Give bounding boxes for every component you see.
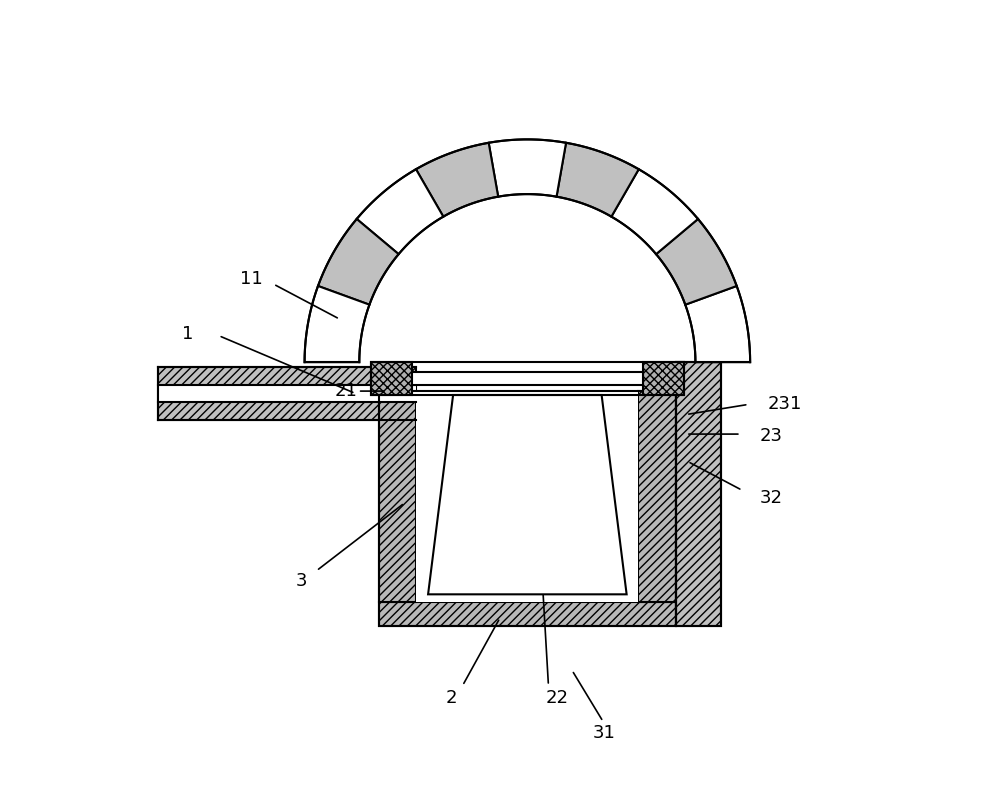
Bar (379, 391, 416, 602)
Polygon shape (611, 169, 698, 254)
Text: 23: 23 (760, 427, 783, 445)
Polygon shape (489, 139, 566, 197)
Bar (371, 362, 684, 395)
Bar (416, 391, 638, 602)
Bar (643, 362, 684, 395)
Bar (676, 362, 721, 626)
Polygon shape (318, 219, 399, 305)
Text: 22: 22 (545, 690, 568, 707)
Text: 3: 3 (295, 572, 307, 590)
Polygon shape (428, 395, 627, 594)
Bar (379, 391, 676, 626)
Text: 31: 31 (592, 724, 615, 742)
Bar (158, 367, 416, 420)
Text: 32: 32 (760, 489, 783, 507)
Bar (371, 362, 412, 395)
Text: 21: 21 (334, 382, 357, 400)
Polygon shape (357, 169, 443, 254)
Bar (638, 391, 676, 602)
Bar (676, 362, 721, 626)
Polygon shape (305, 286, 369, 362)
Text: 2: 2 (445, 690, 457, 707)
Bar (158, 385, 416, 402)
Polygon shape (656, 219, 737, 305)
Text: 11: 11 (240, 270, 263, 288)
Bar (412, 372, 643, 385)
Polygon shape (416, 143, 498, 216)
Polygon shape (685, 286, 750, 362)
Text: 1: 1 (182, 325, 193, 343)
Bar (379, 602, 676, 626)
Polygon shape (557, 143, 639, 216)
Text: 231: 231 (767, 395, 802, 413)
